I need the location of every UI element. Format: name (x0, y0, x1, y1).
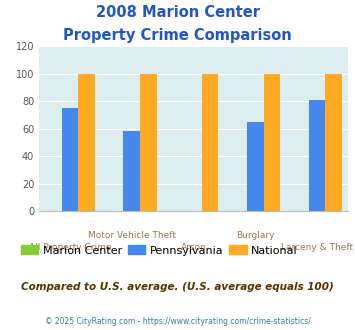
Text: Arson: Arson (181, 243, 206, 252)
Text: 2008 Marion Center: 2008 Marion Center (95, 5, 260, 20)
Bar (62, 108, 78, 211)
Bar (78, 74, 95, 211)
Text: © 2025 CityRating.com - https://www.cityrating.com/crime-statistics/: © 2025 CityRating.com - https://www.city… (45, 317, 310, 326)
Bar (309, 100, 325, 211)
Bar (263, 74, 280, 211)
Bar (140, 74, 157, 211)
Bar (325, 74, 342, 211)
Text: Compared to U.S. average. (U.S. average equals 100): Compared to U.S. average. (U.S. average … (21, 282, 334, 292)
Text: Motor Vehicle Theft: Motor Vehicle Theft (88, 231, 176, 240)
Bar (202, 74, 218, 211)
Bar (124, 131, 140, 211)
Text: All Property Crime: All Property Crime (29, 243, 111, 252)
Text: Burglary: Burglary (236, 231, 274, 240)
Text: Larceny & Theft: Larceny & Theft (281, 243, 353, 252)
Legend: Marion Center, Pennsylvania, National: Marion Center, Pennsylvania, National (16, 241, 302, 260)
Text: Property Crime Comparison: Property Crime Comparison (63, 28, 292, 43)
Bar (247, 122, 263, 211)
